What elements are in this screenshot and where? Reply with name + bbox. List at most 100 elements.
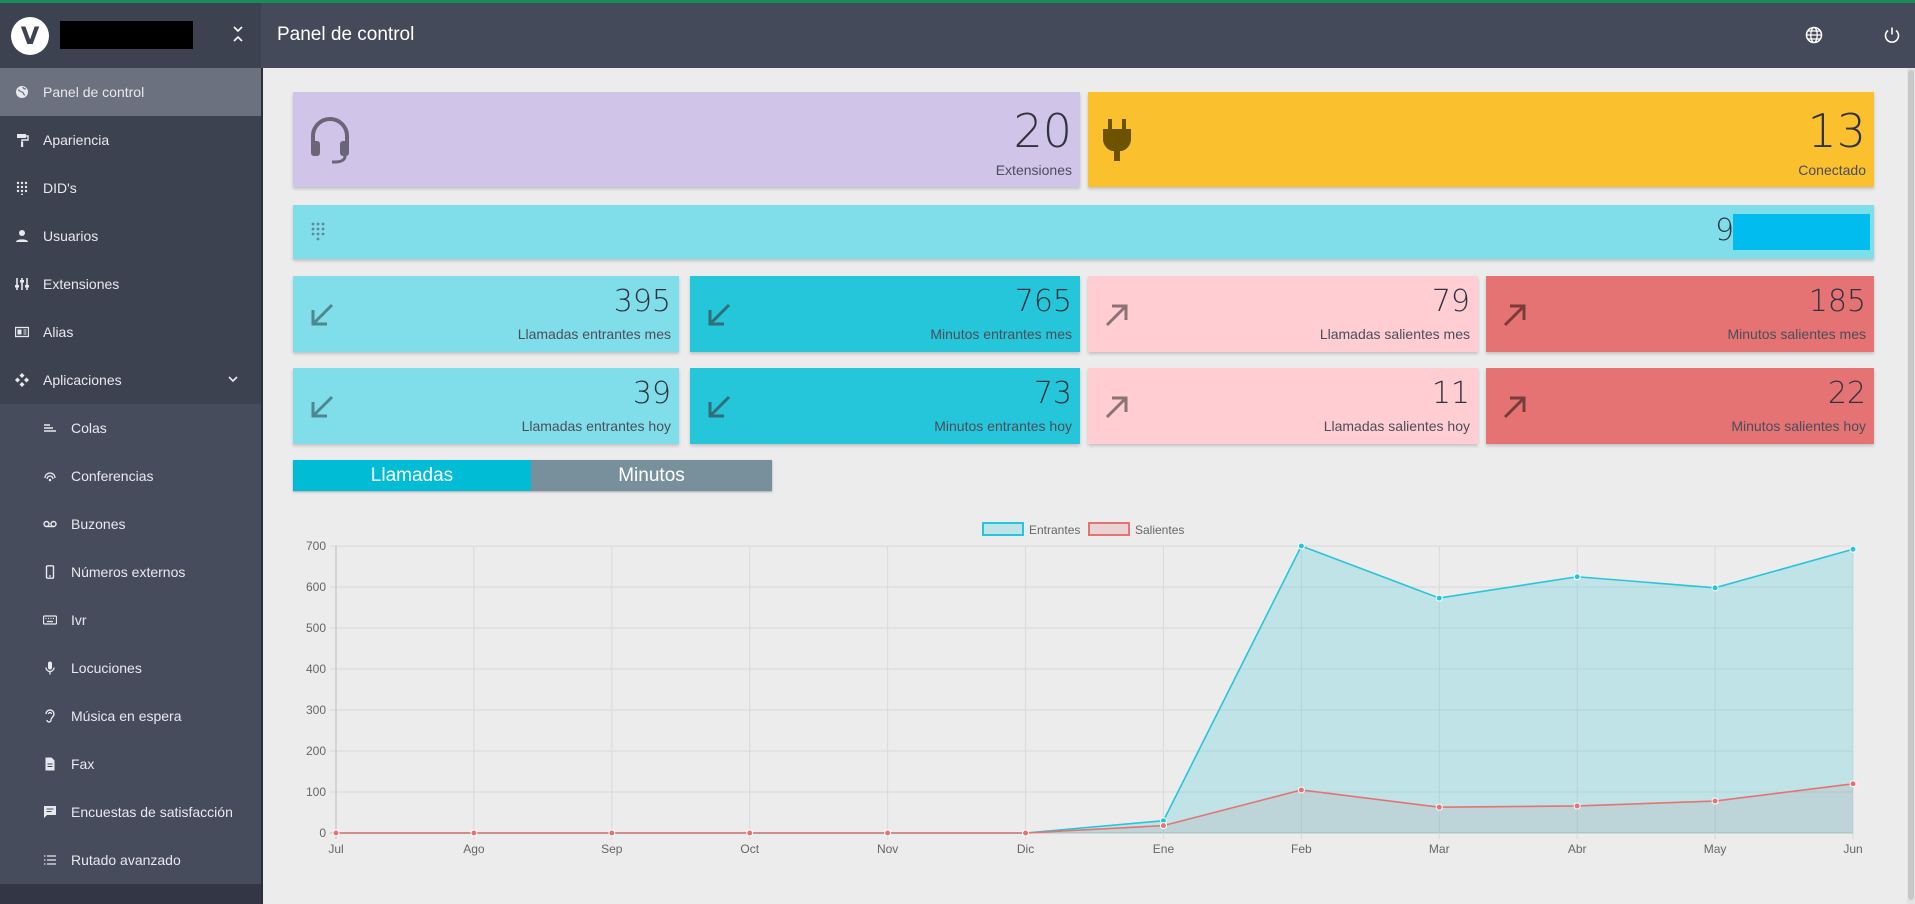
sidebar-item-label: Panel de control <box>43 84 145 100</box>
x-tick-label: Ene <box>1153 842 1175 856</box>
sidebar-subitem-locuciones[interactable]: Locuciones <box>0 644 261 692</box>
sidebar-item-usuarios[interactable]: Usuarios <box>0 212 261 260</box>
arrow-down-left-icon <box>311 303 334 326</box>
card-value: 185 <box>1808 284 1866 319</box>
card-llamadas-salientes-hoy[interactable]: 11 Llamadas salientes hoy <box>1088 368 1478 444</box>
card-value: 22 <box>1827 376 1866 411</box>
header: V Panel de control <box>0 3 1915 68</box>
data-point <box>470 829 478 837</box>
x-tick-label: Mar <box>1429 842 1450 856</box>
tab-minutos[interactable]: Minutos <box>531 460 772 491</box>
card-extensiones[interactable]: 20 Extensiones <box>293 92 1080 187</box>
sidebar-subitem-buzones[interactable]: Buzones <box>0 500 261 548</box>
account-name-redacted <box>60 21 193 49</box>
sidebar-subitem-ivr[interactable]: Ivr <box>0 596 261 644</box>
data-point <box>746 829 754 837</box>
scrollbar-thumb[interactable] <box>1908 70 1914 900</box>
sidebar-item-panel-de-control[interactable]: Panel de control <box>0 68 261 116</box>
card-label: Llamadas entrantes mes <box>517 326 671 342</box>
sidebar-item-label: Colas <box>71 420 107 436</box>
sidebar-item-label: DID's <box>43 180 77 196</box>
data-point <box>1435 594 1443 602</box>
globe-icon <box>16 86 28 98</box>
y-tick-label: 100 <box>306 785 326 799</box>
sidebar-edge <box>261 68 263 904</box>
y-tick-label: 200 <box>306 744 326 758</box>
chart-tabs: Llamadas Minutos <box>293 460 772 491</box>
card-minutos-salientes-hoy[interactable]: 22 Minutos salientes hoy <box>1486 368 1874 444</box>
chevrons-collapse-icon <box>233 26 243 42</box>
sidebar-subitem-fax[interactable]: Fax <box>0 740 261 788</box>
x-tick-label: Jul <box>328 842 343 856</box>
logout-button[interactable] <box>1882 25 1904 47</box>
headset-icon <box>311 117 349 164</box>
sidebar-footer <box>0 884 261 904</box>
sidebar-subitem-encuestas[interactable]: Encuestas de satisfacción <box>0 788 261 836</box>
sidebar-subitem-musica-en-espera[interactable]: Música en espera <box>0 692 261 740</box>
data-point <box>608 829 616 837</box>
sidebar-item-label: Buzones <box>71 516 126 532</box>
tab-llamadas[interactable]: Llamadas <box>293 460 531 491</box>
legend-swatch <box>1088 522 1130 536</box>
chevron-down-icon <box>228 376 238 383</box>
id-card-icon <box>15 326 29 338</box>
arrow-down-left-icon <box>708 395 731 418</box>
sidebar-item-alias[interactable]: Alias <box>0 308 261 356</box>
data-point <box>1573 573 1581 581</box>
dids-count: 9 <box>1715 213 1735 248</box>
sidebar-item-label: Aplicaciones <box>43 372 122 388</box>
hearing-icon <box>45 709 55 723</box>
sidebar-item-extensiones[interactable]: Extensiones <box>0 260 261 308</box>
collapse-sidebar-button[interactable] <box>228 23 248 47</box>
conference-icon <box>44 472 56 482</box>
sidebar-item-label: Extensiones <box>43 276 120 292</box>
card-llamadas-entrantes-mes[interactable]: 395 Llamadas entrantes mes <box>293 276 679 352</box>
y-tick-label: 500 <box>306 621 326 635</box>
sidebar-subitem-colas[interactable]: Colas <box>0 404 261 452</box>
data-point <box>1159 822 1167 830</box>
microphone-icon <box>45 661 55 675</box>
sidebar-subitem-numeros-externos[interactable]: Números externos <box>0 548 261 596</box>
sidebar-item-aplicaciones[interactable]: Aplicaciones <box>0 356 261 404</box>
sidebar-item-label: Ivr <box>71 612 87 628</box>
card-minutos-entrantes-hoy[interactable]: 73 Minutos entrantes hoy <box>690 368 1080 444</box>
data-point <box>1022 829 1030 837</box>
sidebar-subitem-conferencias[interactable]: Conferencias <box>0 452 261 500</box>
page-title: Panel de control <box>277 24 415 45</box>
sidebar-item-label: Números externos <box>71 564 186 580</box>
sidebar-subitem-rutado-avanzado[interactable]: Rutado avanzado <box>0 836 261 884</box>
document-icon <box>45 757 55 771</box>
arrow-up-right-icon <box>1503 304 1526 327</box>
language-button[interactable] <box>1804 25 1826 47</box>
card-conectado[interactable]: 13 Conectado <box>1088 92 1874 187</box>
arrow-down-left-icon <box>311 395 334 418</box>
user-icon <box>16 230 28 242</box>
card-minutos-salientes-mes[interactable]: 185 Minutos salientes mes <box>1486 276 1874 352</box>
x-tick-label: Jun <box>1843 842 1862 856</box>
submenu-background <box>0 404 261 884</box>
dialpad-icon <box>311 222 325 241</box>
legend-label: Entrantes <box>1029 523 1080 537</box>
sidebar-item-dids[interactable]: DID's <box>0 164 261 212</box>
sidebar-item-label: Apariencia <box>43 132 110 148</box>
sidebar-item-label: Música en espera <box>71 708 182 724</box>
sliders-icon <box>15 278 29 290</box>
sidebar-item-apariencia[interactable]: Apariencia <box>0 116 261 164</box>
card-minutos-entrantes-mes[interactable]: 765 Minutos entrantes mes <box>690 276 1080 352</box>
card-dids[interactable]: 9 <box>293 205 1874 259</box>
x-tick-label: Feb <box>1291 842 1312 856</box>
sidebar-item-label: Rutado avanzado <box>71 852 181 868</box>
data-point <box>1297 786 1305 794</box>
voicemail-icon <box>43 520 57 528</box>
x-tick-label: Ago <box>463 842 485 856</box>
card-label: Minutos entrantes mes <box>930 326 1072 342</box>
globe-icon <box>1805 26 1823 44</box>
card-label: Minutos salientes hoy <box>1731 418 1866 434</box>
card-label: Llamadas salientes hoy <box>1323 418 1470 434</box>
card-llamadas-salientes-mes[interactable]: 79 Llamadas salientes mes <box>1088 276 1478 352</box>
extensions-count: 20 <box>1013 104 1072 158</box>
card-llamadas-entrantes-hoy[interactable]: 39 Llamadas entrantes hoy <box>293 368 679 444</box>
data-point <box>1711 584 1719 592</box>
queue-icon <box>44 424 56 432</box>
logo[interactable]: V <box>11 17 49 55</box>
